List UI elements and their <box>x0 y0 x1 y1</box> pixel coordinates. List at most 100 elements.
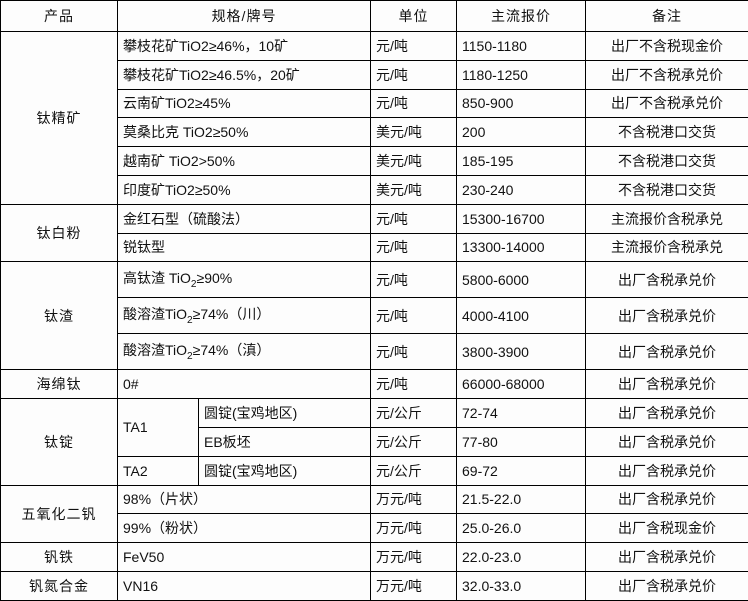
cell-price: 850-900 <box>456 88 587 119</box>
cell-spec: 98%（片状） <box>116 484 372 515</box>
cell-note: 出厂含税现金价 <box>585 513 748 544</box>
cell-spec: FeV50 <box>116 542 372 572</box>
cell-category: 钛锭 <box>0 398 118 486</box>
cell-spec: 锐钛型 <box>116 232 372 263</box>
cell-spec: 攀枝花矿TiO2≥46%，10矿 <box>116 31 372 61</box>
header-spec: 规格/牌号 <box>116 0 372 32</box>
cell-unit: 元/公斤 <box>370 455 458 486</box>
cell-unit: 元/吨 <box>370 369 458 400</box>
table-row: 锐钛型 元/吨 13300-14000 主流报价含税承兑 <box>1 232 748 263</box>
table-row: 攀枝花矿TiO2≥46.5%，20矿 元/吨 1180-1250 出厂不含税承兑价 <box>1 59 748 90</box>
cell-spec: 莫桑比克 TiO2≥50% <box>116 117 372 148</box>
cell-price: 13300-14000 <box>456 232 587 263</box>
table-row: TA2 圆锭(宝鸡地区) 元/公斤 69-72 出厂含税承兑价 <box>1 455 748 486</box>
table-row: 99%（粉状） 万元/吨 25.0-26.0 出厂含税现金价 <box>1 513 748 544</box>
cell-category: 五氧化二钒 <box>0 484 118 544</box>
cell-unit: 元/吨 <box>370 297 458 335</box>
cell-spec: EB板坯 <box>197 427 372 457</box>
table-row: 钛白粉 金红石型（硫酸法） 元/吨 15300-16700 主流报价含税承兑 <box>0 203 748 263</box>
cell-category: 钒铁 <box>0 542 118 572</box>
table-header: 产品 规格/牌号 单位 主流报价 备注 <box>0 0 748 32</box>
cell-price: 22.0-23.0 <box>456 542 587 572</box>
cell-spec: 高钛渣 TiO2≥90% <box>116 261 372 299</box>
table-row: 五氧化二钒 98%（片状） 万元/吨 21.5-22.0 出厂含税承兑价 <box>0 484 748 544</box>
table-row: 印度矿TiO2≥50% 美元/吨 230-240 不含税港口交货 <box>1 174 748 205</box>
cell-note: 出厂不含税承兑价 <box>585 59 748 90</box>
cell-category: 钛渣 <box>0 261 118 371</box>
table-row: 酸溶渣TiO2≥74%（川） 元/吨 4000-4100 出厂含税承兑价 <box>1 297 748 335</box>
cell-price: 32.0-33.0 <box>456 571 587 601</box>
cell-spec: 攀枝花矿TiO2≥46.5%，20矿 <box>116 59 372 90</box>
cell-unit: 元/吨 <box>370 59 458 90</box>
cell-note: 不含税港口交货 <box>585 146 748 176</box>
cell-category: 海绵钛 <box>0 369 118 400</box>
cell-unit: 万元/吨 <box>370 484 458 515</box>
cell-grade: TA2 <box>117 455 199 486</box>
cell-grade: TA1 <box>117 398 199 457</box>
header-price: 主流报价 <box>456 0 587 32</box>
cell-unit: 美元/吨 <box>370 146 458 176</box>
header-note: 备注 <box>585 0 748 32</box>
cell-note: 出厂不含税现金价 <box>585 31 748 61</box>
cell-price: 230-240 <box>456 174 587 205</box>
cell-note: 出厂含税承兑价 <box>585 484 748 515</box>
cell-spec: 云南矿TiO2≥45% <box>116 88 372 119</box>
cell-note: 出厂含税承兑价 <box>585 297 748 335</box>
cell-note: 主流报价含税承兑 <box>585 232 748 263</box>
cell-category: 钛精矿 <box>0 31 118 205</box>
header-row: 产品 规格/牌号 单位 主流报价 备注 <box>0 0 748 32</box>
cell-price: 77-80 <box>456 427 587 457</box>
table-row: 海绵钛 0# 元/吨 66000-68000 出厂含税承兑价 <box>0 369 748 400</box>
cell-price: 3800-3900 <box>456 333 587 371</box>
header-product: 产品 <box>0 0 118 32</box>
cell-price: 25.0-26.0 <box>456 513 587 544</box>
cell-note: 出厂含税承兑价 <box>585 261 748 299</box>
cell-unit: 万元/吨 <box>370 571 458 601</box>
cell-note: 出厂含税承兑价 <box>585 427 748 457</box>
table-row: 钒氮合金 VN16 万元/吨 32.0-33.0 出厂含税承兑价 <box>0 571 748 601</box>
cell-unit: 元/吨 <box>370 88 458 119</box>
cell-spec: VN16 <box>116 571 372 601</box>
cell-price: 1150-1180 <box>456 31 587 61</box>
header-unit: 单位 <box>370 0 458 32</box>
cell-spec: 99%（粉状） <box>116 513 372 544</box>
cell-note: 出厂含税承兑价 <box>585 542 748 572</box>
cell-price: 4000-4100 <box>456 297 587 335</box>
cell-price: 72-74 <box>456 398 587 429</box>
cell-note: 出厂含税承兑价 <box>585 455 748 486</box>
cell-price: 15300-16700 <box>456 203 587 234</box>
cell-price: 200 <box>456 117 587 148</box>
cell-unit: 元/吨 <box>370 203 458 234</box>
cell-spec: 印度矿TiO2≥50% <box>116 174 372 205</box>
cell-unit: 元/公斤 <box>370 427 458 457</box>
cell-note: 出厂含税承兑价 <box>585 333 748 371</box>
cell-unit: 万元/吨 <box>370 542 458 572</box>
cell-note: 主流报价含税承兑 <box>585 203 748 234</box>
cell-note: 不含税港口交货 <box>585 174 748 205</box>
cell-price: 21.5-22.0 <box>456 484 587 515</box>
cell-price: 69-72 <box>456 455 587 486</box>
cell-note: 出厂含税承兑价 <box>585 398 748 429</box>
table-row: 酸溶渣TiO2≥74%（滇） 元/吨 3800-3900 出厂含税承兑价 <box>1 333 748 371</box>
cell-spec: 0# <box>116 369 372 400</box>
table-body: 钛精矿 攀枝花矿TiO2≥46%，10矿 元/吨 1150-1180 出厂不含税现金价攀… <box>0 31 748 601</box>
table-row: 云南矿TiO2≥45% 元/吨 850-900 出厂不含税承兑价 <box>1 88 748 119</box>
cell-note: 不含税港口交货 <box>585 117 748 148</box>
cell-spec: 酸溶渣TiO2≥74%（川） <box>116 297 372 335</box>
cell-price: 5800-6000 <box>456 261 587 299</box>
cell-unit: 元/吨 <box>370 261 458 299</box>
cell-unit: 元/吨 <box>370 333 458 371</box>
cell-unit: 美元/吨 <box>370 117 458 148</box>
table-row: 钒铁 FeV50 万元/吨 22.0-23.0 出厂含税承兑价 <box>0 542 748 572</box>
cell-spec: 酸溶渣TiO2≥74%（滇） <box>116 333 372 371</box>
table-row: 越南矿 TiO2>50% 美元/吨 185-195 不含税港口交货 <box>1 146 748 176</box>
cell-spec: 圆锭(宝鸡地区) <box>197 398 372 429</box>
cell-spec: 越南矿 TiO2>50% <box>116 146 372 176</box>
cell-unit: 元/公斤 <box>370 398 458 429</box>
cell-price: 185-195 <box>456 146 587 176</box>
table-row: 莫桑比克 TiO2≥50% 美元/吨 200 不含税港口交货 <box>1 117 748 148</box>
cell-spec: 金红石型（硫酸法） <box>116 203 372 234</box>
cell-unit: 元/吨 <box>370 31 458 61</box>
cell-note: 出厂含税承兑价 <box>585 571 748 601</box>
